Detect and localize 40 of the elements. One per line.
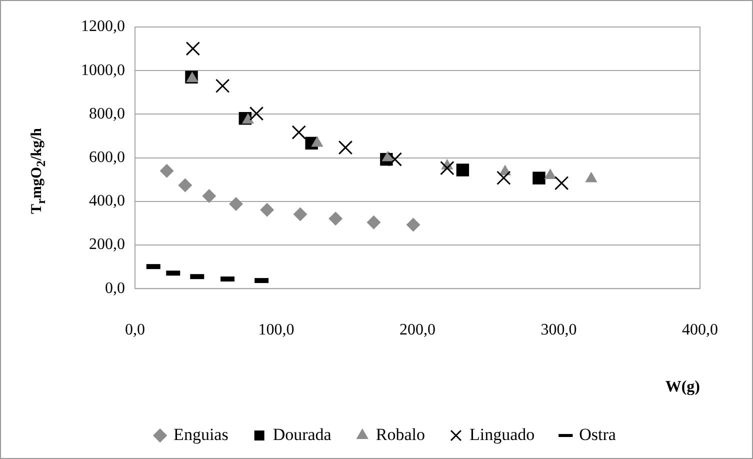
point (228, 197, 243, 212)
point (338, 140, 353, 155)
point (532, 172, 546, 184)
point (496, 170, 511, 185)
point (554, 176, 569, 190)
y-tick-label: 1200,0 (81, 18, 125, 36)
y-tick-label: 600,0 (89, 149, 125, 166)
point (215, 78, 230, 93)
x-axis-title: W(g) (665, 378, 700, 396)
y-tick-label: 800,0 (89, 105, 125, 122)
point (160, 164, 174, 178)
point (311, 136, 324, 147)
y-tick-label: 400,0 (89, 192, 125, 210)
point (388, 152, 402, 166)
point (249, 106, 264, 121)
point (366, 215, 381, 230)
legend-label: Dourada (272, 424, 332, 444)
x-tick-label: 200,0 (400, 321, 436, 338)
legend-label: Linguado (469, 424, 535, 444)
point (440, 160, 454, 176)
legend-label: Robalo (376, 424, 425, 444)
point (202, 188, 216, 203)
point (406, 218, 420, 232)
y-tick-label: 0,0 (105, 280, 125, 297)
point (260, 202, 274, 217)
y-tick-label: 1000,0 (81, 62, 125, 79)
x-tick-label: 0,0 (125, 321, 145, 338)
x-tick-label: 400,0 (682, 321, 718, 338)
point (186, 41, 200, 56)
x-tick-label: 100,0 (258, 321, 294, 338)
point (456, 164, 470, 176)
point (293, 207, 308, 222)
point (328, 212, 343, 226)
legend-label: Enguias (174, 424, 228, 444)
y-tick-label: 200,0 (89, 236, 125, 254)
point (242, 113, 254, 124)
point (178, 178, 192, 192)
x-tick-label: 300,0 (540, 321, 577, 338)
legend-label: Ostra (579, 424, 616, 444)
point (292, 125, 306, 140)
